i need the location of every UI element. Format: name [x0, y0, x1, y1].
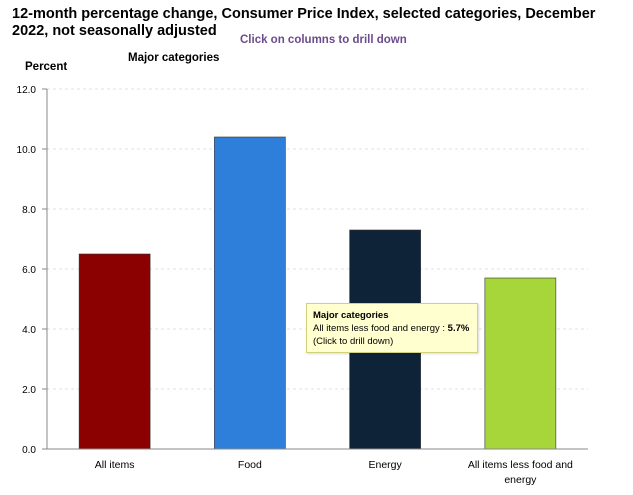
chart-title: 12-month percentage change, Consumer Pri… — [12, 6, 596, 39]
y-tick-label: 2.0 — [22, 385, 36, 396]
bar-all-items-less-food-and-energy[interactable] — [484, 277, 557, 450]
tooltip-title: Major categories — [313, 310, 389, 321]
tooltip-value: 5.7% — [447, 323, 470, 334]
tooltip-value-line: All items less food and energy : 5.7% — [313, 323, 470, 334]
y-tick-label: 4.0 — [22, 325, 36, 336]
bar-tooltip: Major categories All items less food and… — [306, 303, 478, 353]
y-tick-label: 8.0 — [22, 205, 36, 216]
tooltip-category: All items less food and energy — [313, 323, 440, 334]
series-label: Major categories — [128, 52, 220, 64]
tooltip-note: (Click to drill down) — [313, 336, 394, 347]
y-tick-label: 0.0 — [22, 445, 36, 456]
x-tick-label: All items less food and energy — [468, 459, 573, 486]
bar-all-items[interactable] — [78, 253, 151, 450]
y-axis-label: Percent — [25, 61, 68, 73]
x-tick-label: Food — [238, 459, 262, 471]
y-tick-label: 12.0 — [17, 85, 37, 96]
y-tick-label: 6.0 — [22, 265, 36, 276]
drill-down-hint: Click on columns to drill down — [240, 34, 407, 46]
bar-food[interactable] — [214, 136, 286, 450]
x-tick-label: All items — [95, 459, 135, 471]
x-tick-label: Energy — [368, 459, 402, 471]
y-tick-label: 10.0 — [17, 145, 37, 156]
